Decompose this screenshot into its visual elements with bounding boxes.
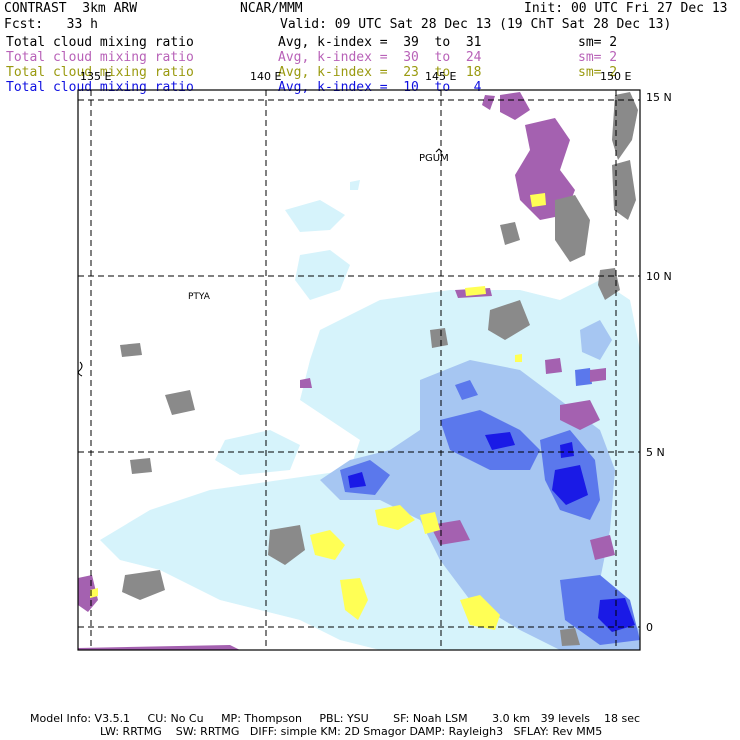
lat-label-10n: 10 N xyxy=(646,270,672,283)
field-sm-1: sm= 2 xyxy=(578,35,618,50)
map-frame xyxy=(77,89,641,651)
footer-model-info-2: LW: RRTMG SW: RRTMG DIFF: simple KM: 2D … xyxy=(100,725,603,738)
field-name-2: Total cloud mixing ratio xyxy=(6,50,194,65)
field-sm-2: sm= 2 xyxy=(578,50,618,65)
lon-label-150: 150 E xyxy=(600,70,631,83)
guam-coast-icon xyxy=(435,148,443,153)
field-range-3: Avg, k-index = 23 to 18 xyxy=(278,65,482,80)
footer-model-info-1: Model Info: V3.5.1 CU: No Cu MP: Thompso… xyxy=(30,712,641,725)
lon-label-145: 145 E xyxy=(425,70,456,83)
lon-label-140: 140 E xyxy=(250,70,281,83)
field-sm-3: sm= 2 xyxy=(578,65,618,80)
field-name-1: Total cloud mixing ratio xyxy=(6,35,194,50)
lat-label-5n: 5 N xyxy=(646,446,665,459)
field-range-2: Avg, k-index = 30 to 24 xyxy=(278,50,482,65)
station-pgum: PGUM xyxy=(419,153,449,164)
field-name-3: Total cloud mixing ratio xyxy=(6,65,194,80)
lat-label-0: 0 xyxy=(646,621,653,634)
graticule xyxy=(78,90,640,650)
field-range-1: Avg, k-index = 39 to 31 xyxy=(278,35,482,50)
station-ptya: PTYA xyxy=(188,292,211,302)
valid-time: Valid: 09 UTC Sat 28 Dec 13 (19 ChT Sat … xyxy=(280,17,672,32)
lon-label-135: 135 E xyxy=(80,70,111,83)
field-range-4: Avg, k-index = 10 to 4 xyxy=(278,80,482,95)
lat-label-15n: 15 N xyxy=(646,91,672,104)
forecast-hour: Fcst: 33 h xyxy=(4,17,98,32)
coastline-icon xyxy=(77,361,83,377)
org-label: NCAR/MMM xyxy=(240,1,303,16)
init-time: Init: 00 UTC Fri 27 Dec 13 xyxy=(524,1,728,16)
cloud-fields xyxy=(78,92,640,650)
field-name-4: Total cloud mixing ratio xyxy=(6,80,194,95)
model-title: CONTRAST 3km ARW xyxy=(4,1,138,16)
